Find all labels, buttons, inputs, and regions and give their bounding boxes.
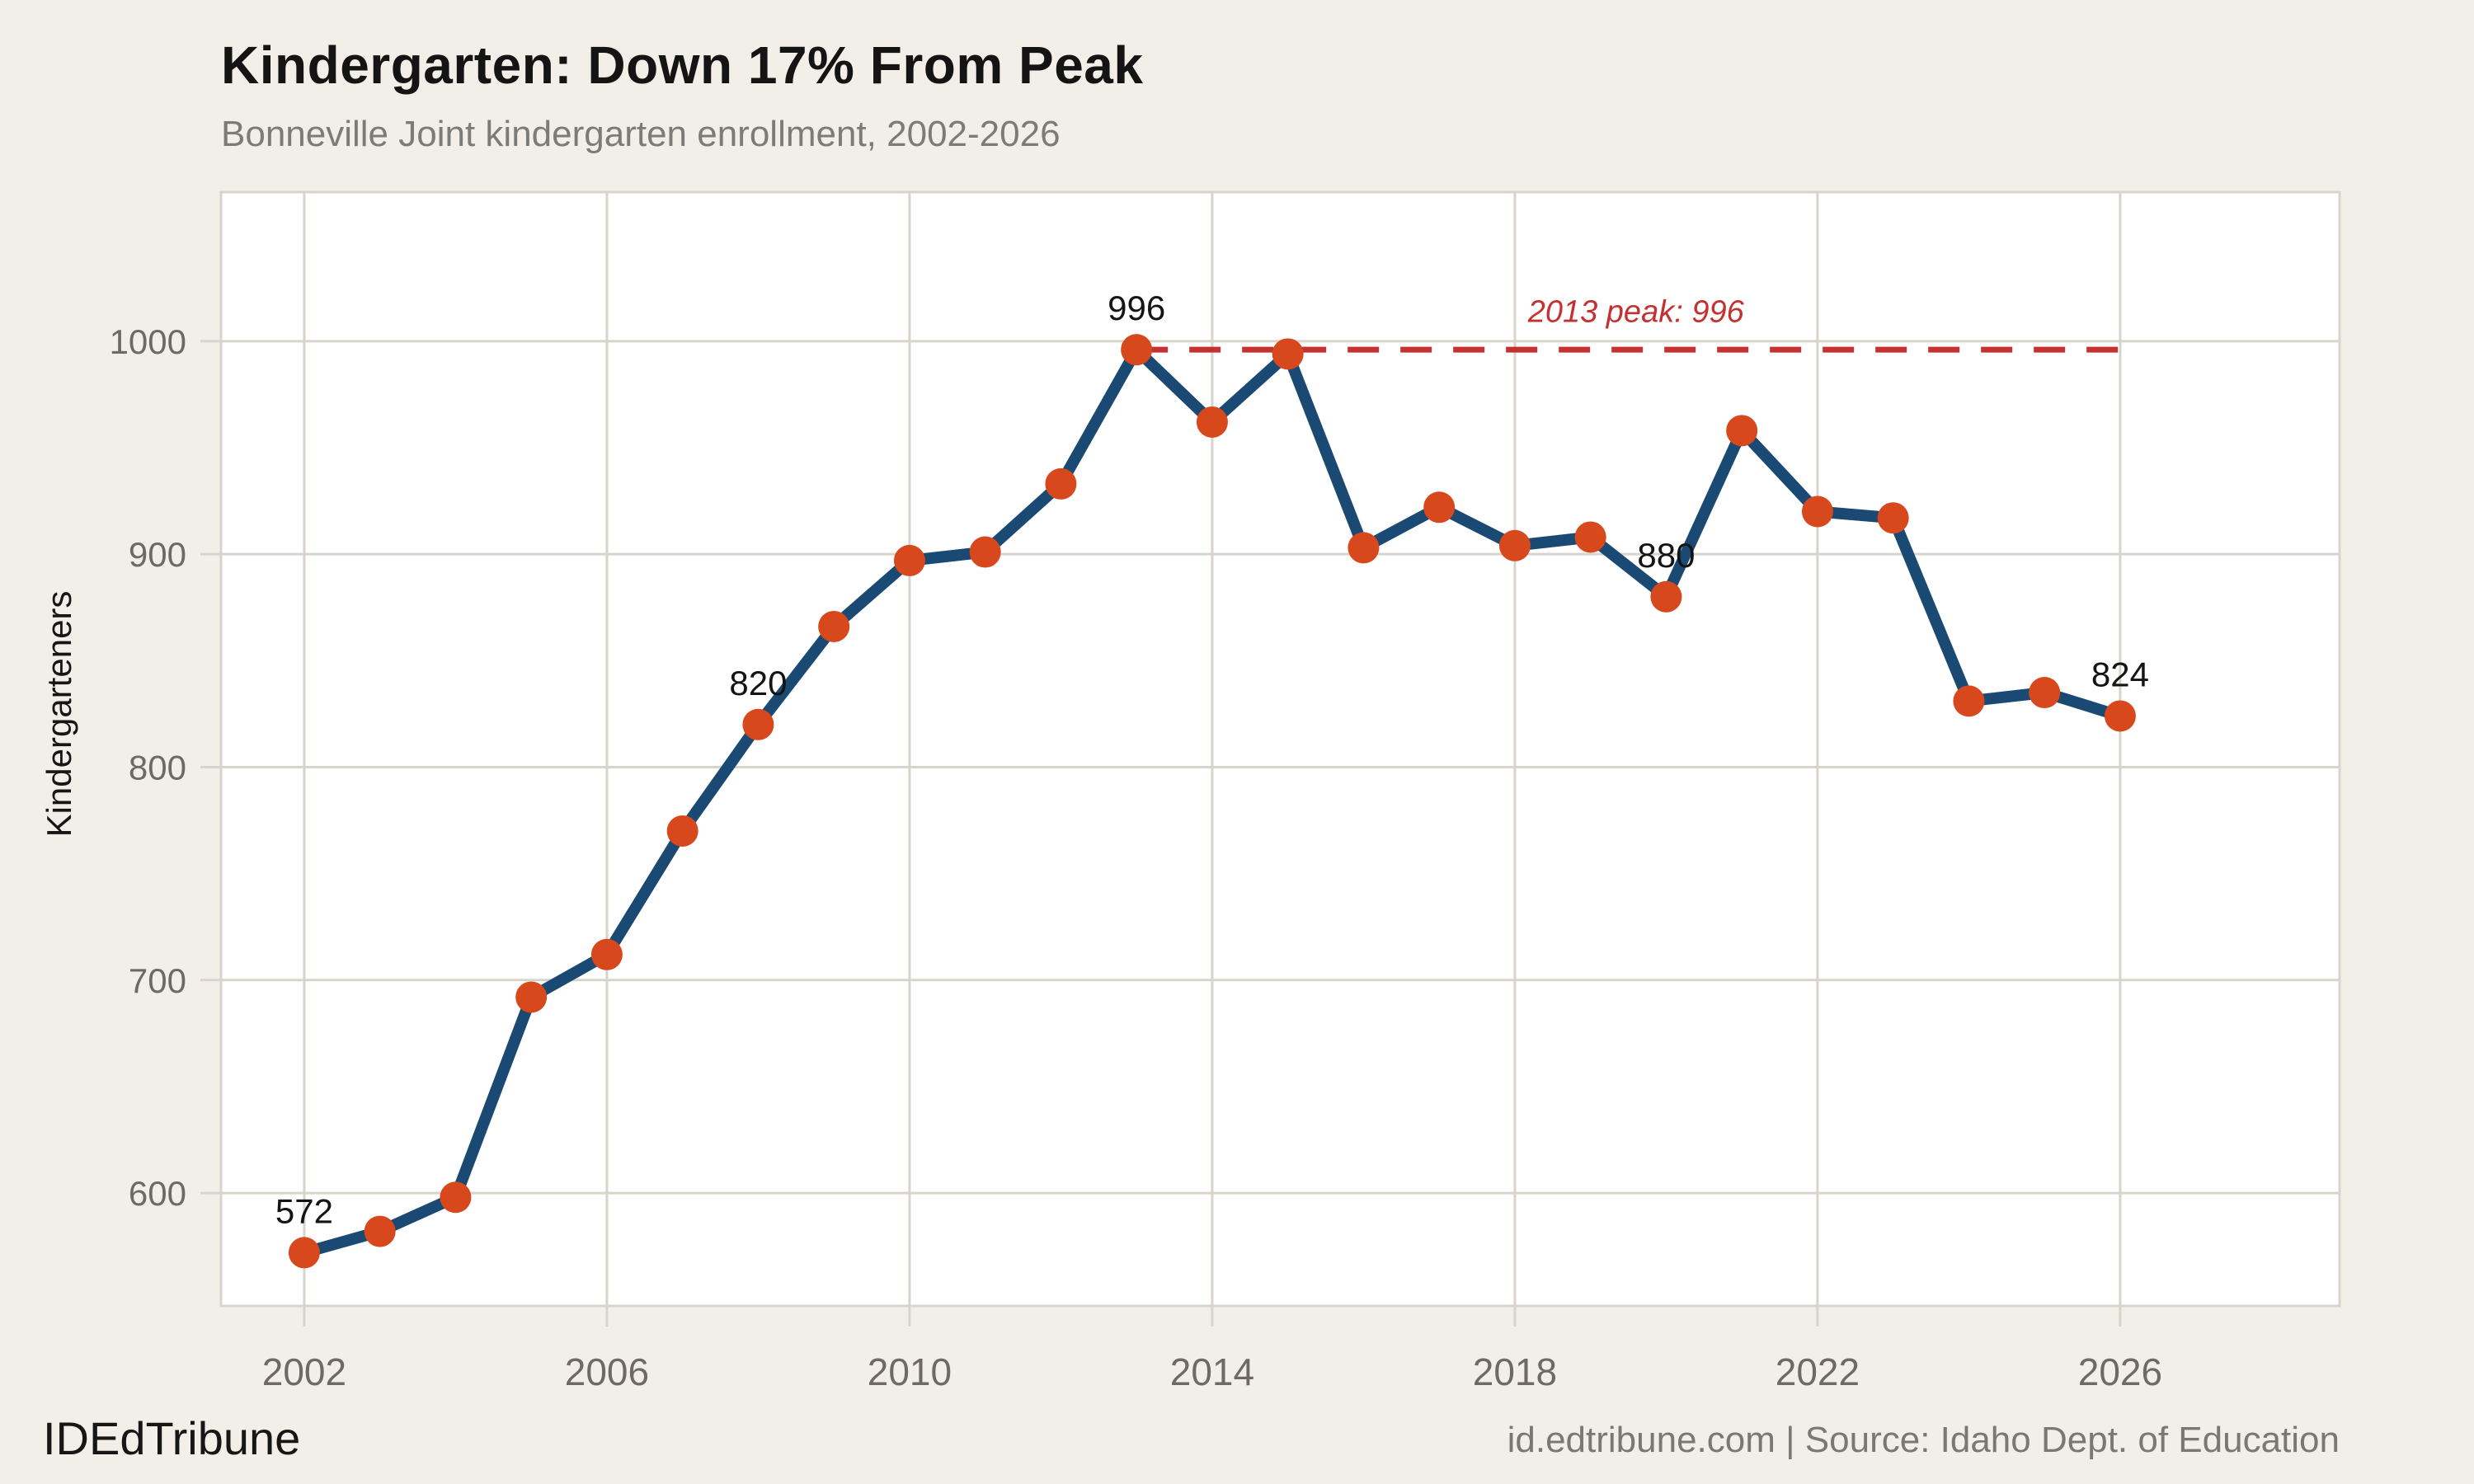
data-point-2011	[969, 536, 1001, 568]
data-point-2020	[1650, 580, 1682, 613]
source-attribution: id.edtribune.com | Source: Idaho Dept. o…	[1507, 1420, 2340, 1460]
x-tick-label: 2018	[1473, 1350, 1557, 1393]
point-label-2026: 824	[2091, 655, 2149, 693]
page-title: Kindergarten: Down 17% From Peak	[221, 35, 1144, 95]
data-point-2010	[893, 544, 925, 576]
y-tick-label: 800	[129, 748, 186, 787]
data-point-2017	[1423, 491, 1456, 524]
data-point-2006	[590, 938, 623, 970]
data-point-2022	[1801, 495, 1833, 528]
data-point-2024	[1953, 685, 1985, 717]
y-tick-label: 1000	[110, 322, 186, 361]
x-tick-label: 2002	[262, 1350, 346, 1393]
data-point-2008	[742, 708, 774, 740]
data-point-2026	[2104, 700, 2136, 732]
data-point-2004	[440, 1181, 472, 1214]
data-point-2023	[1877, 502, 1909, 534]
point-label-2008: 820	[729, 664, 787, 702]
data-point-2009	[818, 610, 850, 642]
x-tick-label: 2006	[565, 1350, 649, 1393]
data-point-2016	[1348, 532, 1380, 564]
point-label-2020: 880	[1637, 536, 1695, 575]
x-tick-label: 2010	[868, 1350, 952, 1393]
data-point-2014	[1196, 406, 1228, 438]
data-point-2005	[515, 981, 548, 1013]
data-point-2012	[1045, 467, 1077, 500]
x-tick-label: 2022	[1776, 1350, 1860, 1393]
data-point-2007	[666, 815, 698, 847]
data-point-2015	[1272, 338, 1304, 370]
data-point-2002	[288, 1237, 320, 1269]
data-point-2013	[1121, 334, 1153, 366]
y-tick-label: 700	[129, 961, 186, 1000]
point-label-2002: 572	[275, 1191, 333, 1230]
plot-area	[219, 190, 2341, 1308]
data-point-2003	[364, 1215, 396, 1247]
data-point-2018	[1498, 529, 1531, 561]
point-label-2013: 996	[1108, 289, 1165, 327]
x-tick-label: 2014	[1170, 1350, 1254, 1393]
y-tick-label: 600	[129, 1174, 186, 1213]
y-tick-label: 900	[129, 535, 186, 574]
peak-annotation-label: 2013 peak: 996	[1527, 295, 1745, 330]
publisher-logo-text: IDEdTribune	[43, 1412, 301, 1464]
page-subtitle: Bonneville Joint kindergarten enrollment…	[221, 114, 1061, 154]
data-point-2021	[1726, 415, 1758, 447]
data-point-2019	[1574, 521, 1606, 553]
data-point-2025	[2029, 677, 2061, 709]
x-tick-label: 2026	[2078, 1350, 2162, 1393]
